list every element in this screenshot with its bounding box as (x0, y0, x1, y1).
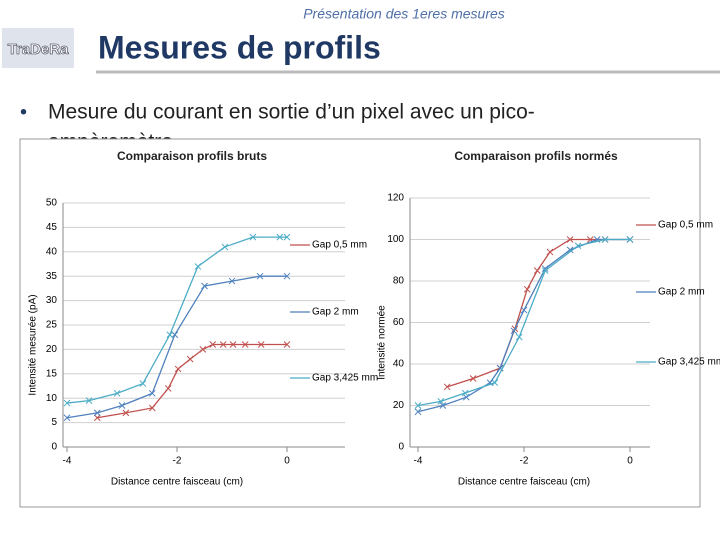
y-tick-label: 35 (46, 271, 58, 282)
point-marker (122, 409, 130, 417)
legend-label: Gap 3,425 mm (312, 373, 378, 384)
x-tick-label: -4 (414, 456, 423, 467)
point-marker (601, 236, 609, 243)
logo: TraDeRa (8, 41, 70, 58)
point-marker (283, 233, 291, 241)
point-marker (63, 399, 71, 407)
bullet-dot: • (20, 101, 27, 123)
chart-title: Comparaison profils normés (454, 149, 618, 163)
point-marker (171, 331, 179, 339)
point-marker (626, 236, 634, 243)
y-tick-label: 25 (46, 320, 58, 331)
point-marker (93, 409, 101, 417)
y-tick-label: 0 (51, 442, 57, 453)
y-tick-label: 30 (46, 295, 58, 306)
point-marker (520, 306, 528, 314)
point-marker (249, 233, 257, 241)
legend-label: Gap 2 mm (658, 287, 705, 298)
x-tick-label: 0 (284, 456, 290, 467)
point-marker (118, 402, 126, 409)
point-marker (199, 346, 207, 353)
point-marker (541, 267, 549, 274)
point-marker (461, 389, 469, 397)
point-marker (533, 267, 541, 274)
point-marker (85, 397, 93, 404)
point-marker (148, 404, 156, 412)
point-marker (515, 333, 523, 341)
point-marker (443, 383, 451, 391)
y-tick-label: 120 (387, 193, 404, 204)
y-tick-label: 10 (46, 393, 58, 404)
point-marker (414, 408, 422, 416)
point-marker (566, 236, 574, 243)
x-tick-label: -4 (63, 456, 72, 467)
x-axis-label: Distance centre faisceau (cm) (111, 477, 243, 488)
point-marker (283, 272, 291, 280)
point-marker (241, 341, 249, 348)
y-tick-label: 60 (393, 317, 405, 328)
point-marker (566, 246, 574, 254)
legend-label: Gap 2 mm (312, 307, 359, 318)
x-tick-label: -2 (520, 456, 529, 467)
point-marker (256, 272, 264, 280)
point-marker (174, 365, 182, 373)
y-tick-label: 100 (387, 234, 404, 245)
title: Mesures de profils (98, 29, 381, 65)
y-axis-label: Intensité mesurée (pA) (28, 294, 39, 395)
point-marker (164, 385, 172, 392)
x-tick-label: -2 (173, 456, 182, 467)
charts: Comparaison profils bruts Intensité mesur… (28, 149, 720, 487)
point-marker (221, 243, 229, 251)
point-marker (574, 242, 582, 250)
point-marker (510, 327, 518, 335)
y-tick-label: 15 (46, 368, 58, 379)
point-marker (186, 355, 194, 363)
point-marker (257, 341, 265, 348)
y-tick-label: 5 (51, 417, 57, 428)
point-marker (194, 263, 202, 270)
y-tick-label: 40 (46, 246, 58, 257)
header: Présentation des 1eres mesures (303, 6, 505, 22)
y-axis-label: Intensité normée (377, 305, 388, 380)
point-marker (439, 402, 447, 409)
point-marker (276, 233, 284, 241)
point-marker (219, 341, 227, 348)
point-marker (113, 389, 121, 397)
point-marker (469, 375, 477, 382)
series-line (66, 236, 287, 404)
point-marker (546, 248, 554, 256)
point-marker (541, 265, 549, 272)
point-marker (283, 341, 291, 348)
logo-box (2, 28, 74, 68)
point-marker (229, 341, 237, 348)
y-tick-label: 20 (393, 400, 405, 411)
point-marker (437, 397, 445, 405)
x-tick-label: 0 (627, 456, 633, 467)
y-tick-label: 0 (398, 442, 404, 453)
point-marker (93, 414, 101, 422)
y-tick-label: 50 (46, 198, 58, 209)
point-marker (462, 393, 470, 401)
point-marker (209, 341, 217, 348)
point-marker (201, 282, 208, 290)
point-marker (228, 277, 236, 285)
x-axis-label: Distance centre faisceau (cm) (458, 477, 590, 488)
legend-label: Gap 3,425 mm (658, 357, 720, 368)
legend-label: Gap 0,5 mm (658, 220, 713, 231)
point-marker (148, 389, 156, 397)
legend-label: Gap 0,5 mm (312, 240, 367, 251)
chart-title: Comparaison profils bruts (117, 149, 267, 163)
point-marker (139, 380, 147, 387)
point-marker (166, 331, 174, 339)
y-tick-label: 45 (46, 222, 58, 233)
point-marker (523, 285, 531, 293)
point-marker (414, 402, 422, 409)
y-tick-label: 80 (393, 276, 405, 287)
point-marker (491, 379, 499, 387)
point-marker (63, 414, 71, 422)
y-tick-label: 40 (393, 359, 405, 370)
bullet: Mesure du courant en sortie d’un pixel a… (48, 101, 535, 124)
y-tick-label: 20 (46, 344, 58, 355)
